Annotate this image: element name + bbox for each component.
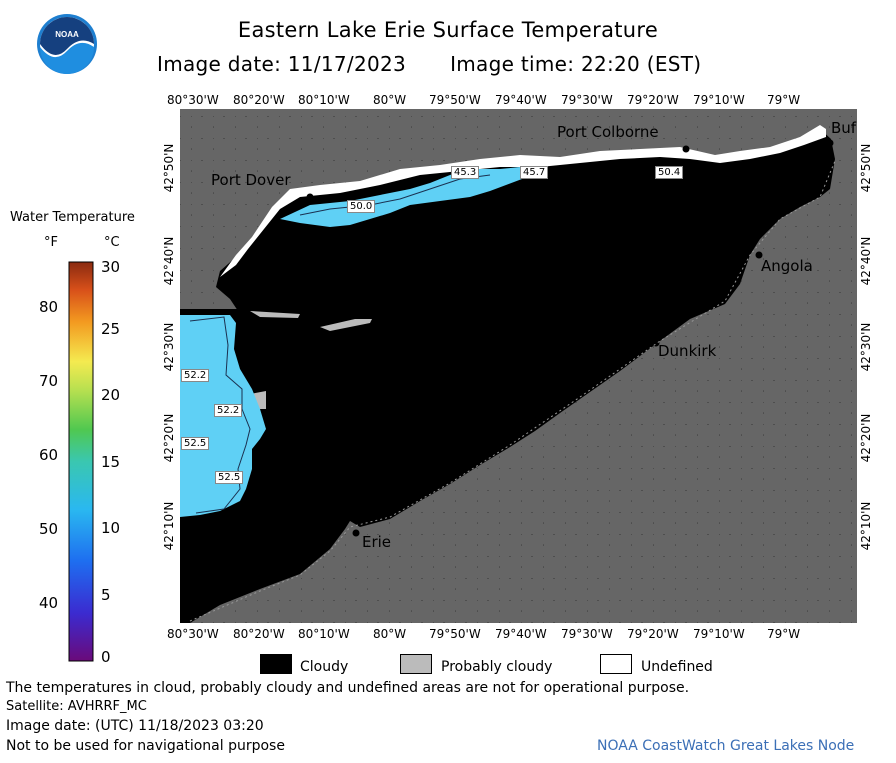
temp-label: 45.3 bbox=[451, 166, 480, 179]
undefined-area bbox=[220, 125, 826, 277]
key-swatch-undefined bbox=[600, 654, 632, 674]
lon-tick: 79°30'W bbox=[561, 627, 613, 641]
temp-label: 50.0 bbox=[347, 200, 376, 213]
lat-tick: 42°20'N bbox=[859, 413, 873, 463]
cloud-area bbox=[180, 129, 835, 623]
lat-tick: 42°50'N bbox=[859, 143, 873, 193]
lat-tick: 42°20'N bbox=[162, 413, 176, 463]
logo-text: NOAA bbox=[55, 30, 79, 39]
lon-tick: 79°30'W bbox=[561, 93, 613, 107]
temperature-color-bar bbox=[68, 261, 94, 662]
city-marker bbox=[306, 193, 314, 201]
celsius-tick: 30 bbox=[101, 258, 121, 276]
city-marker bbox=[352, 529, 360, 537]
city-marker bbox=[682, 145, 690, 153]
fahrenheit-tick: 70 bbox=[39, 372, 59, 390]
lon-tick: 79°20'W bbox=[627, 627, 679, 641]
lon-tick: 79°W bbox=[767, 93, 801, 107]
lon-tick: 80°W bbox=[373, 93, 407, 107]
city-label-angola: Angola bbox=[761, 257, 813, 275]
unit-celsius: °C bbox=[104, 235, 120, 250]
lat-tick: 42°30'N bbox=[162, 322, 176, 372]
city-marker bbox=[826, 139, 834, 147]
fahrenheit-tick: 60 bbox=[39, 446, 59, 464]
celsius-tick: 20 bbox=[101, 386, 121, 404]
lon-tick: 80°20'W bbox=[233, 93, 285, 107]
lat-tick: 42°40'N bbox=[859, 236, 873, 286]
isotherm bbox=[189, 316, 251, 514]
key-swatch-probably-cloudy bbox=[400, 654, 432, 674]
city-marker bbox=[755, 251, 763, 259]
temp-label: 52.5 bbox=[215, 471, 244, 484]
lon-tick: 79°50'W bbox=[429, 627, 481, 641]
lat-tick: 42°30'N bbox=[859, 322, 873, 372]
key-swatch-cloudy bbox=[260, 654, 292, 674]
key-label-cloudy: Cloudy bbox=[300, 659, 349, 675]
lon-tick: 80°10'W bbox=[298, 93, 350, 107]
lon-tick: 80°30'W bbox=[167, 627, 219, 641]
lon-tick: 79°10'W bbox=[693, 627, 745, 641]
city-label-port-colborne: Port Colborne bbox=[557, 123, 659, 141]
lon-tick: 80°10'W bbox=[298, 627, 350, 641]
lat-tick: 42°10'N bbox=[859, 501, 873, 551]
city-label-erie: Erie bbox=[362, 533, 392, 551]
south-shoreline bbox=[189, 160, 836, 622]
lon-tick: 80°20'W bbox=[233, 627, 285, 641]
warm-water-north bbox=[280, 167, 522, 227]
celsius-tick: 10 bbox=[101, 519, 121, 537]
lon-tick: 79°40'W bbox=[495, 627, 547, 641]
utc-date-text: Image date: (UTC) 11/18/2023 03:20 bbox=[6, 718, 264, 734]
city-label-port-dover: Port Dover bbox=[211, 171, 291, 189]
key-label-probably-cloudy: Probably cloudy bbox=[441, 659, 553, 675]
lon-tick: 80°30'W bbox=[167, 93, 219, 107]
map-title: Eastern Lake Erie Surface Temperature bbox=[237, 18, 659, 42]
disclaimer-text: The temperatures in cloud, probably clou… bbox=[6, 680, 690, 696]
isotherm bbox=[299, 174, 491, 216]
lon-tick: 79°40'W bbox=[495, 93, 547, 107]
credit-text: NOAA CoastWatch Great Lakes Node bbox=[597, 738, 855, 754]
legend-title: Water Temperature bbox=[10, 210, 135, 225]
nav-warning-text: Not to be used for navigational purpose bbox=[6, 738, 285, 754]
probably-cloudy-area bbox=[250, 311, 372, 409]
unit-fahrenheit: °F bbox=[44, 235, 58, 250]
celsius-tick: 5 bbox=[101, 586, 111, 604]
lat-tick: 42°10'N bbox=[162, 501, 176, 551]
celsius-tick: 25 bbox=[101, 320, 121, 338]
image-date: Image date: 11/17/2023 bbox=[157, 52, 407, 76]
lon-tick: 79°10'W bbox=[693, 93, 745, 107]
lon-tick: 79°20'W bbox=[627, 93, 679, 107]
temp-label: 52.2 bbox=[181, 369, 210, 382]
lat-tick: 42°50'N bbox=[162, 143, 176, 193]
lake-map bbox=[180, 109, 857, 623]
key-label-undefined: Undefined bbox=[641, 659, 713, 675]
image-time: Image time: 22:20 (EST) bbox=[450, 52, 702, 76]
map-subtitle: Image date: 11/17/2023 Image time: 22:20 … bbox=[157, 52, 701, 76]
lon-tick: 79°W bbox=[767, 627, 801, 641]
lon-tick: 79°50'W bbox=[429, 93, 481, 107]
fahrenheit-tick: 40 bbox=[39, 594, 59, 612]
fahrenheit-tick: 80 bbox=[39, 298, 59, 316]
celsius-tick: 0 bbox=[101, 648, 111, 666]
temp-label: 45.7 bbox=[520, 166, 549, 179]
temp-label: 52.2 bbox=[214, 404, 243, 417]
temp-label: 52.5 bbox=[181, 437, 210, 450]
celsius-tick: 15 bbox=[101, 453, 121, 471]
lat-tick: 42°40'N bbox=[162, 236, 176, 286]
noaa-logo-icon: NOAA bbox=[37, 14, 97, 74]
city-label-buffalo: Buf bbox=[831, 119, 857, 137]
fahrenheit-tick: 50 bbox=[39, 520, 59, 538]
lon-tick: 80°W bbox=[373, 627, 407, 641]
satellite-text: Satellite: AVHRRF_MC bbox=[6, 699, 147, 714]
temp-label: 50.4 bbox=[655, 166, 684, 179]
city-label-dunkirk: Dunkirk bbox=[658, 342, 717, 360]
